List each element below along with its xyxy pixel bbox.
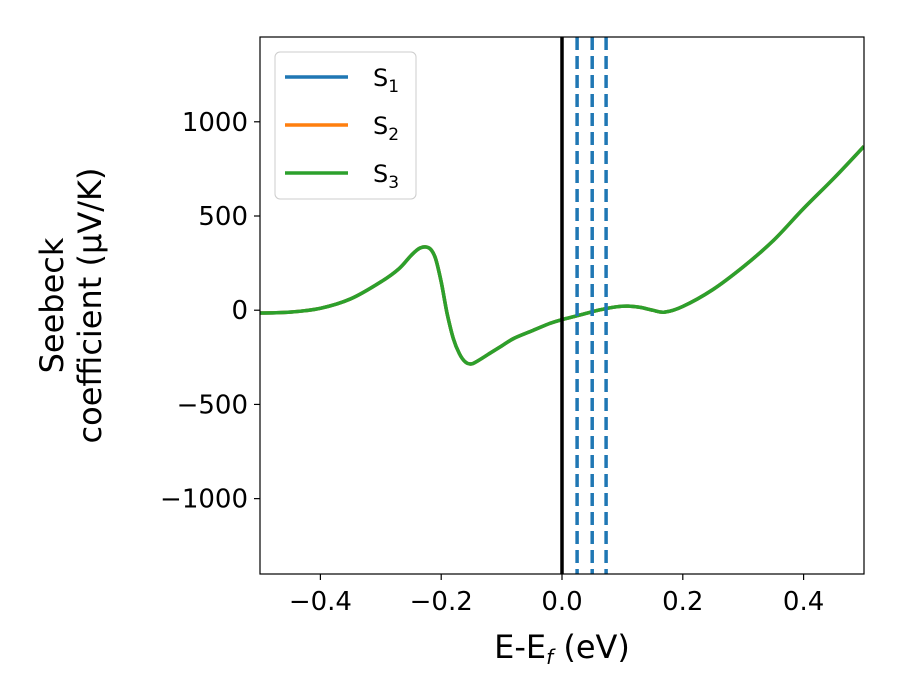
- x-tick-label: 0.0: [541, 587, 582, 617]
- y-tick-label: 1000: [182, 108, 248, 138]
- x-axis-label: E-Ef (eV): [494, 628, 630, 669]
- legend-label-s1: S1: [373, 64, 399, 97]
- reference-lines: [560, 37, 608, 574]
- legend-label-s3: S3: [373, 160, 399, 193]
- legend-items: S1 S2 S3: [285, 64, 399, 193]
- legend-label-s2: S2: [373, 112, 399, 145]
- y-tick-label: 0: [231, 296, 248, 326]
- y-axis-label-line1: Seebeck: [33, 237, 71, 373]
- x-tick-label: −0.2: [410, 587, 473, 617]
- y-axis-label-line2: coefficient (μV/K): [71, 168, 109, 444]
- x-tick-label: 0.2: [662, 587, 703, 617]
- series-layer: [260, 145, 864, 366]
- y-tick-label: −1000: [160, 485, 248, 515]
- y-tick-label: −500: [177, 390, 248, 420]
- y-tick-label: 500: [198, 202, 248, 232]
- x-ticks: −0.4 −0.2 0.0 0.2 0.4: [289, 574, 824, 617]
- x-tick-label: 0.4: [783, 587, 824, 617]
- legend: S1 S2 S3: [274, 51, 417, 200]
- x-tick-label: −0.4: [289, 587, 352, 617]
- y-axis-label: Seebeck coefficient (μV/K): [33, 168, 109, 444]
- y-ticks: −1000 −500 0 500 1000: [160, 108, 260, 515]
- series-line-s3: [260, 145, 864, 366]
